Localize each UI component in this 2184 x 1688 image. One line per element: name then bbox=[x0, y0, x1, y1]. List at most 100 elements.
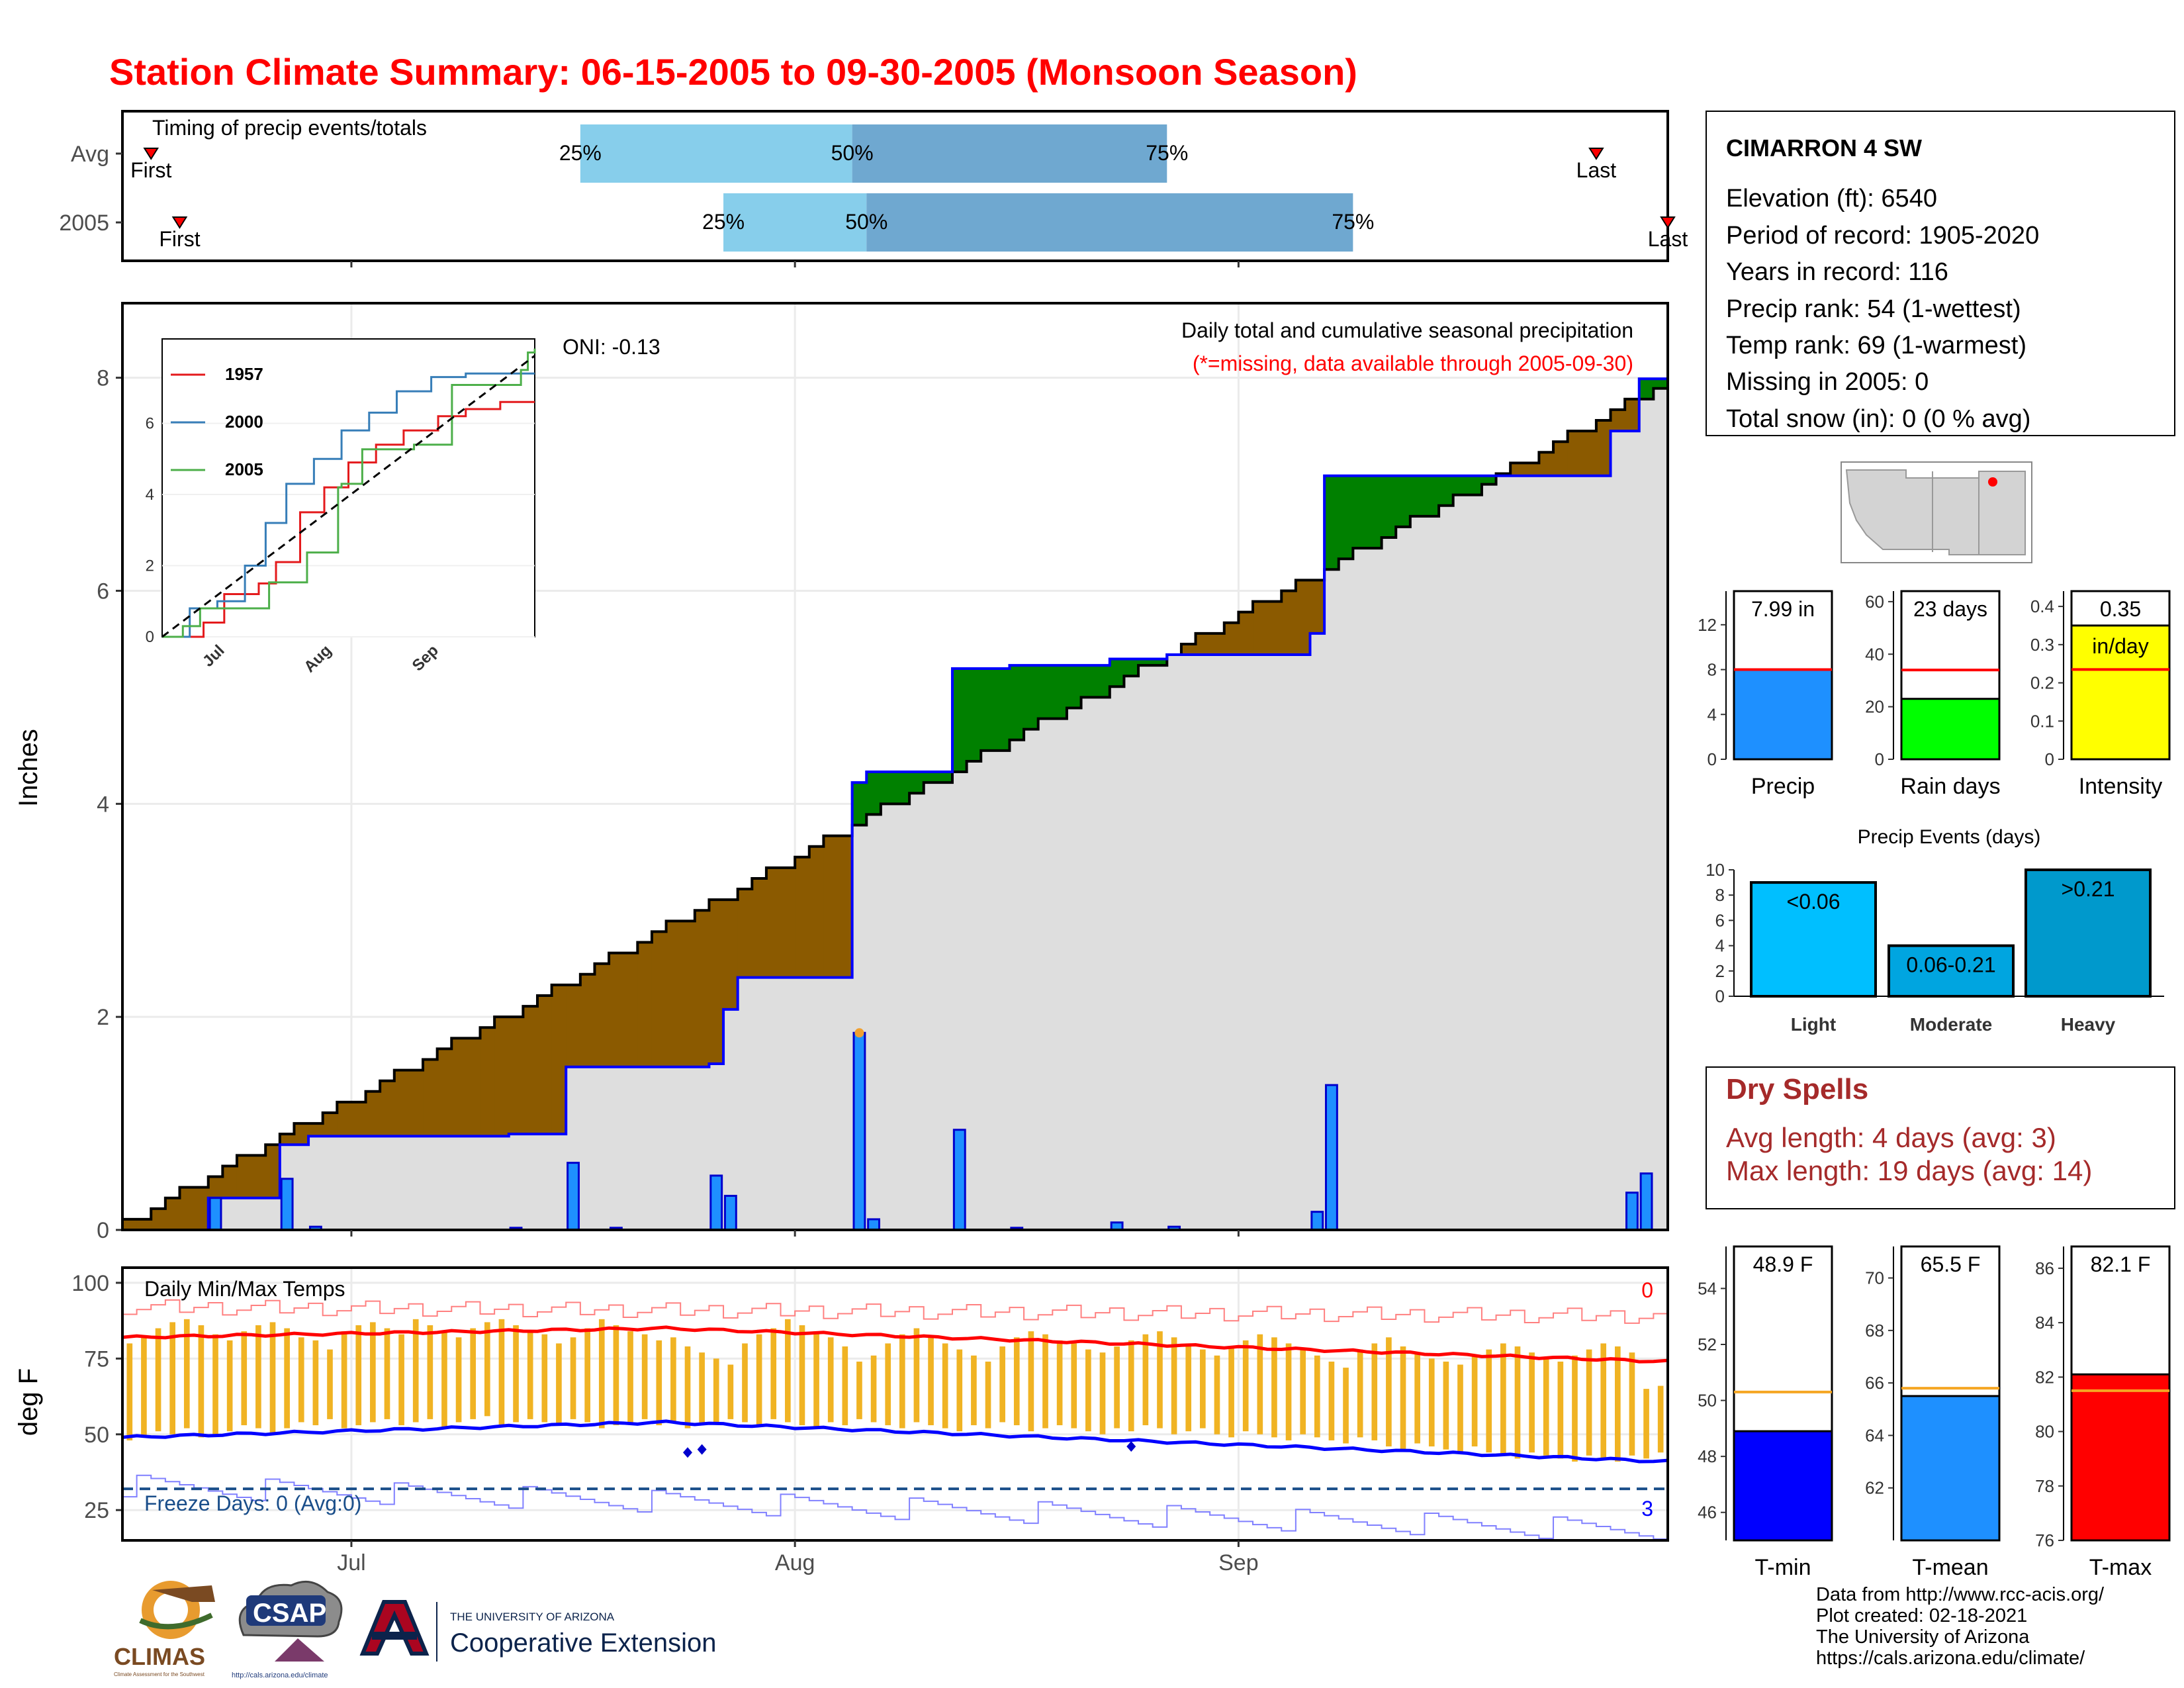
daily-temp-bar bbox=[1357, 1349, 1363, 1438]
daily-temp-bar bbox=[1457, 1364, 1463, 1453]
small-value-bar bbox=[1900, 1395, 2001, 1542]
daily-temp-bar bbox=[1414, 1352, 1420, 1444]
timing-marker-label: Last bbox=[1648, 227, 1688, 251]
small-y-tick-label: 70 bbox=[1865, 1268, 1884, 1288]
csap-logo: CSAP http://cals.arizona.edu/climate bbox=[232, 1580, 343, 1679]
below-average-block bbox=[1582, 431, 1597, 476]
timing-quantile-label: 75% bbox=[1146, 141, 1188, 165]
daily-temp-bar bbox=[856, 1361, 862, 1419]
daily-temp-bar bbox=[298, 1337, 304, 1423]
above-average-block bbox=[1024, 665, 1039, 729]
daily-temp-bar bbox=[1471, 1355, 1478, 1447]
temp-y-axis-label: deg F bbox=[14, 1368, 43, 1436]
daily-precip-bar bbox=[208, 1197, 222, 1231]
inset-legend-label: 2000 bbox=[225, 412, 263, 432]
below-average-block bbox=[780, 867, 796, 978]
small-category-label: Precip bbox=[1751, 774, 1815, 799]
daily-temp-bar bbox=[470, 1328, 477, 1419]
small-y-tick-label: 0.2 bbox=[2030, 673, 2054, 693]
record-high-line bbox=[122, 1299, 1668, 1324]
above-average-block bbox=[1353, 475, 1368, 549]
daily-temp-bar bbox=[1242, 1340, 1249, 1432]
events-y-tick-label: 4 bbox=[1715, 936, 1725, 956]
month-label: Aug bbox=[775, 1550, 815, 1575]
events-y-tick-label: 2 bbox=[1715, 961, 1725, 981]
daily-temp-bar bbox=[455, 1337, 462, 1423]
small-y-tick-label: 84 bbox=[2035, 1313, 2054, 1333]
below-average-block bbox=[380, 1080, 395, 1137]
above-average-block bbox=[1338, 475, 1353, 559]
small-y-tick-label: 12 bbox=[1698, 615, 1717, 635]
above-average-block bbox=[852, 782, 867, 825]
timing-title: Timing of precip events/totals bbox=[152, 116, 427, 140]
station-period: Period of record: 1905-2020 bbox=[1726, 222, 2039, 250]
small-y-tick-label: 0.1 bbox=[2030, 711, 2054, 731]
above-average-block bbox=[1367, 475, 1383, 549]
small-y-tick-label: 66 bbox=[1865, 1373, 1884, 1393]
daily-temp-bar bbox=[1099, 1352, 1106, 1434]
events-y-tick-label: 8 bbox=[1715, 885, 1725, 905]
below-average-block bbox=[236, 1155, 252, 1198]
inset-series-line bbox=[162, 372, 535, 638]
below-average-block bbox=[480, 1027, 495, 1137]
daily-precip-bar bbox=[723, 1195, 737, 1231]
below-average-block bbox=[294, 1123, 309, 1145]
precip-y-axis-label: Inches bbox=[14, 729, 43, 807]
credit-line: The University of Arizona bbox=[1816, 1626, 2030, 1648]
below-average-block bbox=[1567, 431, 1582, 476]
daily-temp-bar bbox=[1171, 1337, 1177, 1434]
y-tick-label: 50 bbox=[84, 1423, 109, 1448]
below-average-block bbox=[580, 974, 595, 1067]
below-average-block bbox=[1524, 463, 1539, 476]
events-bar bbox=[1750, 881, 1877, 998]
daily-temp-bar bbox=[684, 1346, 691, 1429]
station-years: Years in record: 116 bbox=[1726, 258, 1948, 286]
below-average-block bbox=[451, 1038, 467, 1137]
events-category-label: Moderate bbox=[1910, 1014, 1992, 1035]
above-average-block bbox=[1138, 659, 1154, 666]
below-average-block bbox=[823, 835, 839, 978]
station-info-box: CIMARRON 4 SW Elevation (ft): 6540 Perio… bbox=[1706, 111, 2175, 436]
small-y-tick-label: 0 bbox=[1707, 749, 1717, 769]
daily-temp-bar bbox=[1128, 1340, 1134, 1432]
above-average-block bbox=[1424, 475, 1439, 516]
csap-logo-text: CSAP bbox=[253, 1599, 326, 1628]
above-average-block bbox=[1410, 475, 1425, 516]
daily-temp-bar bbox=[1028, 1331, 1034, 1432]
ua-logo: THE UNIVERSITY OF ARIZONA Cooperative Ex… bbox=[359, 1600, 716, 1662]
daily-temp-bar bbox=[1428, 1358, 1435, 1447]
daily-temp-bar bbox=[1400, 1346, 1406, 1450]
daily-temp-bar bbox=[1257, 1334, 1263, 1434]
daily-temp-bar bbox=[813, 1331, 819, 1429]
below-average-block bbox=[208, 1176, 223, 1198]
y-tick-label: 2 bbox=[97, 1005, 109, 1030]
below-average-block bbox=[408, 1070, 424, 1137]
small-category-label: Intensity bbox=[2079, 774, 2163, 799]
events-bar bbox=[1888, 944, 2015, 998]
inset-y-tick-label: 0 bbox=[146, 628, 154, 646]
daily-temp-bar bbox=[827, 1337, 834, 1423]
avg-tmax-line bbox=[122, 1325, 1668, 1364]
small-y-tick-label: 0 bbox=[2045, 749, 2054, 769]
above-average-block bbox=[938, 772, 953, 783]
daily-temp-bar bbox=[670, 1337, 676, 1423]
record-low-line bbox=[122, 1474, 1668, 1540]
below-average-block bbox=[151, 1208, 166, 1230]
above-average-block bbox=[1066, 665, 1082, 708]
small-y-tick-label: 50 bbox=[1698, 1391, 1717, 1411]
small-y-tick-label: 76 bbox=[2035, 1530, 2054, 1550]
below-average-block bbox=[651, 931, 667, 1067]
climas-logo-subtext: Climate Assessment for the Southwest bbox=[114, 1671, 205, 1677]
inset-series-line bbox=[162, 400, 535, 638]
precip-subtitle: (*=missing, data available through 2005-… bbox=[1193, 352, 1633, 375]
small-y-tick-label: 68 bbox=[1865, 1321, 1884, 1340]
timing-bar-q50-q75 bbox=[852, 124, 1167, 183]
daily-temp-bar bbox=[971, 1355, 977, 1426]
inset-y-tick-label: 6 bbox=[146, 415, 154, 433]
y-tick-label: 4 bbox=[97, 792, 109, 817]
daily-precip-bar bbox=[1324, 1084, 1338, 1231]
daily-temp-bar bbox=[341, 1331, 347, 1429]
station-snow: Total snow (in): 0 (0 % avg) bbox=[1726, 405, 2030, 433]
small-y-tick-label: 54 bbox=[1698, 1278, 1717, 1298]
small-y-tick-label: 80 bbox=[2035, 1422, 2054, 1442]
